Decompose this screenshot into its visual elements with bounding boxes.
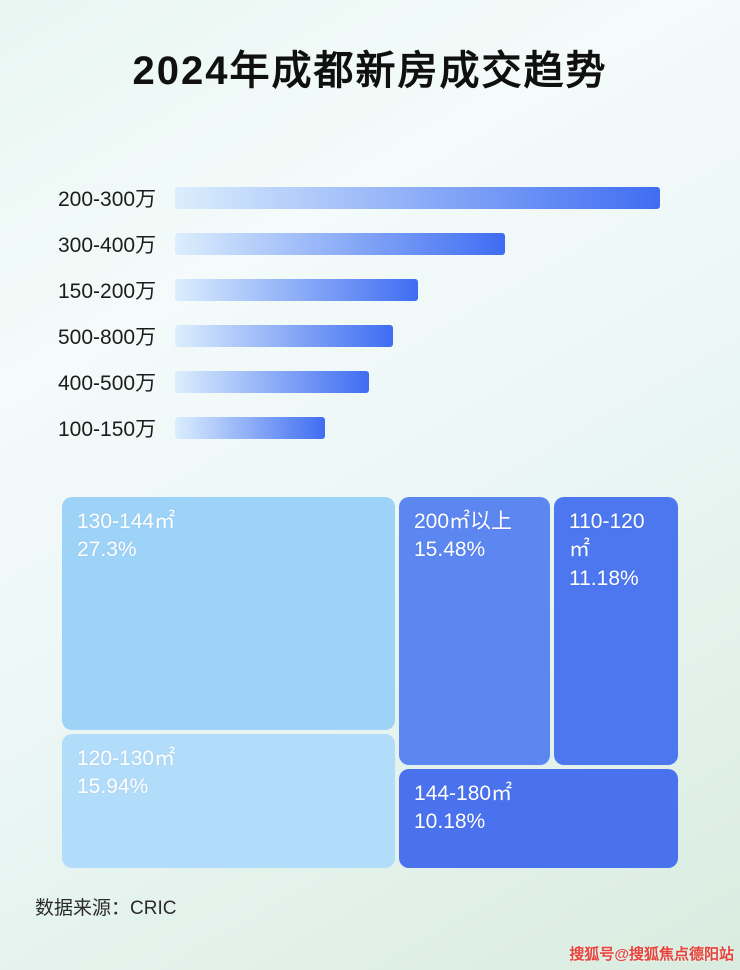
treemap-block-130-144: 130-144㎡ 27.3%: [62, 497, 395, 730]
bar-row: 150-200万: [0, 267, 740, 313]
bar-chart-rows: 200-300万 300-400万 150-200万 500-800万 400-500万…: [0, 175, 740, 451]
bar-category-label: 100-150万: [58, 418, 157, 441]
data-source-label: 数据来源：CRIC: [35, 898, 177, 919]
bar-chart: 200-300万 300-400万 150-200万 500-800万 400-500万…: [0, 175, 740, 451]
treemap-block-200-plus: 200㎡以上 15.48%: [399, 497, 550, 765]
treemap-block-value: 15.48%: [414, 538, 486, 562]
bar: [175, 417, 325, 439]
watermark-text: 搜狐号@搜狐焦点德阳站: [569, 946, 734, 963]
treemap-block-value: 11.18%: [569, 566, 639, 590]
treemap-block-label: 144-180㎡: [414, 782, 513, 805]
page-title: 2024年成都新房成交趋势: [132, 49, 608, 93]
bar-category-label: 150-200万: [58, 280, 157, 303]
bar: [175, 325, 393, 347]
bar: [175, 371, 369, 393]
treemap-block-value: 15.94%: [77, 775, 149, 799]
bar-row: 200-300万: [0, 175, 740, 221]
treemap-block-144-180: 144-180㎡ 10.18%: [399, 769, 678, 868]
treemap-block-label: 200㎡以上: [414, 510, 513, 533]
treemap-block-120-130: 120-130㎡ 15.94%: [62, 734, 395, 868]
bar-row: 300-400万: [0, 221, 740, 267]
bar-row: 500-800万: [0, 313, 740, 359]
bar-row: 400-500万: [0, 359, 740, 405]
bar-category-label: 200-300万: [58, 188, 157, 211]
bar: [175, 233, 505, 255]
bar: [175, 187, 660, 209]
bar-category-label: 500-800万: [58, 326, 157, 349]
treemap-block-value: 10.18%: [414, 810, 486, 834]
bar: [175, 279, 418, 301]
treemap-block-label: 130-144㎡: [77, 510, 176, 533]
bar-category-label: 300-400万: [58, 234, 157, 257]
bar-category-label: 400-500万: [58, 372, 157, 395]
treemap-block-label: 120-130㎡: [77, 747, 176, 770]
treemap-block-label: 110-120㎡: [569, 510, 645, 562]
bar-row: 100-150万: [0, 405, 740, 451]
treemap-block-110-120: 110-120㎡ 11.18%: [554, 497, 678, 765]
treemap-block-value: 27.3%: [77, 538, 137, 562]
treemap-chart: 130-144㎡ 27.3% 200㎡以上 15.48% 110-120㎡ 11…: [62, 497, 678, 868]
